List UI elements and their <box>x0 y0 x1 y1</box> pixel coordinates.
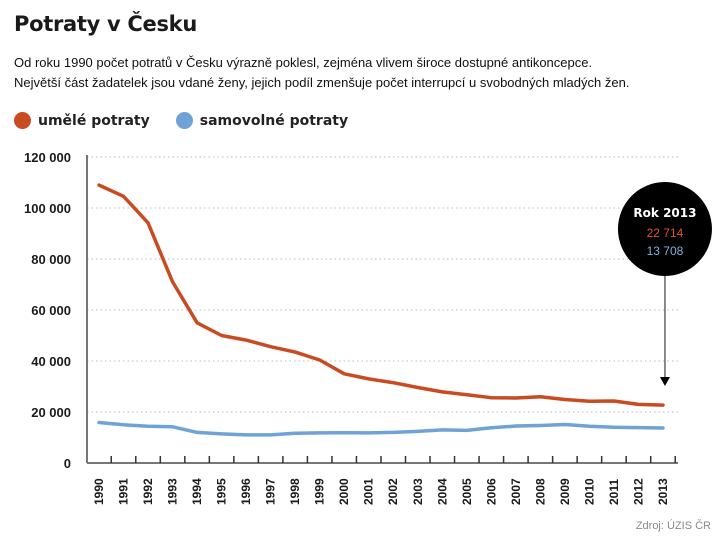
legend-label-spontaneous: samovolné potraty <box>199 112 349 129</box>
callout-value-induced: 22 714 <box>647 226 684 240</box>
subtitle-line-1: Od roku 1990 počet potratů v Česku výraz… <box>14 55 593 70</box>
x-tick-label: 2011 <box>607 479 621 505</box>
y-tick-label: 120 000 <box>24 150 71 165</box>
subtitle-line-2: Největší část žadatelek jsou vdané ženy,… <box>14 75 630 90</box>
x-tick-label: 1992 <box>141 478 155 505</box>
series-line-induced <box>97 183 665 407</box>
legend-label-induced: umělé potraty <box>38 112 150 129</box>
y-tick-label: 0 <box>64 456 71 471</box>
x-tick-label: 2003 <box>411 478 425 505</box>
x-tick-label: 2007 <box>509 478 523 505</box>
y-tick-label: 40 000 <box>31 354 71 369</box>
y-tick-label: 100 000 <box>24 201 71 216</box>
x-tick-label: 2002 <box>386 478 400 505</box>
source-note: Zdroj: ÚZIS ČR <box>635 520 711 532</box>
x-tick-label: 1997 <box>264 478 278 505</box>
x-tick-label: 2013 <box>656 478 670 505</box>
x-tick-label: 1994 <box>190 478 204 505</box>
x-tick-label: 2006 <box>484 478 498 505</box>
legend: umělé potraty samovolné potraty <box>14 112 374 129</box>
x-tick-label: 2005 <box>460 478 474 505</box>
y-tick-label: 20 000 <box>31 405 71 420</box>
series-line-spontaneous <box>97 420 665 437</box>
x-axis: 1990 1991 1992 1993 1994 1995 1996 1997 1998 1999… <box>86 155 678 505</box>
x-tick-label: 2009 <box>558 478 572 505</box>
y-tick-label: 60 000 <box>31 303 71 318</box>
chart-subtitle: Od roku 1990 počet potratů v Česku výraz… <box>14 53 629 93</box>
x-tick-label: 1998 <box>288 478 302 505</box>
x-tick-label: 2008 <box>533 478 547 505</box>
legend-item-spontaneous: samovolné potraty <box>175 112 349 129</box>
x-tick-label: 1995 <box>215 478 229 505</box>
x-tick-label: 2000 <box>337 478 351 505</box>
legend-item-induced: umělé potraty <box>14 112 150 129</box>
y-axis-ticks: 0 20 000 40 000 60 000 80 000 100 000 120 000 <box>24 150 71 471</box>
x-tick-label: 1991 <box>117 478 131 505</box>
x-tick-label: 2004 <box>435 478 449 505</box>
x-tick-label: 2001 <box>362 478 376 505</box>
callout-arrow-head-icon <box>659 377 670 386</box>
callout-value-spontaneous: 13 708 <box>647 244 684 258</box>
x-tick-label: 1990 <box>92 478 106 505</box>
legend-dot-induced-icon <box>14 112 31 129</box>
legend-dot-spontaneous-icon <box>175 112 193 129</box>
y-tick-label: 80 000 <box>31 252 71 267</box>
x-tick-label: 2010 <box>582 478 596 505</box>
x-tick-label: 1999 <box>313 478 327 505</box>
callout-title: Rok 2013 <box>633 206 696 220</box>
x-tick-label: 1993 <box>166 478 180 505</box>
callout-circle <box>617 182 712 276</box>
chart-title: Potraty v Česku <box>14 12 197 36</box>
series-lines <box>97 183 665 437</box>
x-tick-label: 1996 <box>239 478 253 505</box>
callout-2013: Rok 2013 22 714 13 708 <box>617 182 712 386</box>
x-tick-label: 2012 <box>631 478 645 505</box>
